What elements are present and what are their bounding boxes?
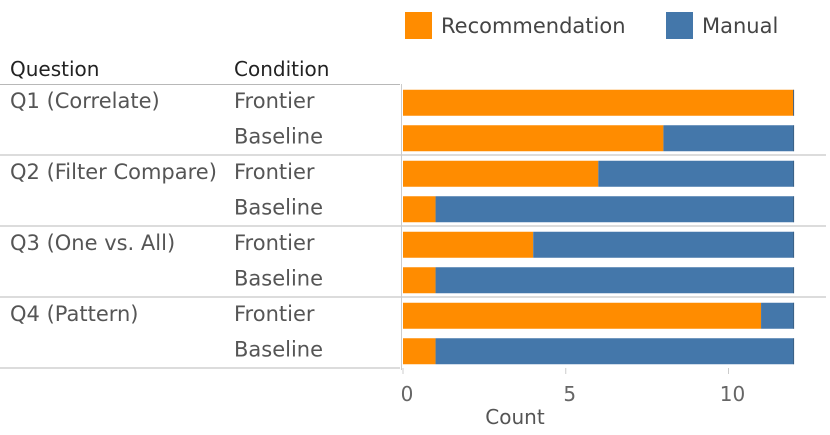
x-axis-label: Count	[485, 405, 545, 429]
x-axis: 0 5 10 Count	[401, 84, 745, 429]
condition-label: Frontier	[234, 231, 315, 255]
header-condition: Condition	[234, 57, 329, 81]
header-question: Question	[10, 57, 99, 81]
bars	[403, 89, 795, 365]
bar-recommendation	[403, 302, 762, 329]
bar-recommendation	[403, 160, 599, 187]
condition-label: Frontier	[234, 89, 315, 113]
legend-label-recommendation: Recommendation	[441, 14, 626, 38]
legend-swatch-recommendation	[405, 12, 432, 39]
legend-swatch-manual	[666, 12, 693, 39]
bar-manual	[435, 338, 794, 365]
question-label: Q3 (One vs. All)	[10, 231, 175, 255]
question-label: Q2 (Filter Compare)	[10, 160, 217, 184]
x-tick-label: 10	[720, 382, 745, 406]
x-tick-label: 0	[401, 382, 414, 406]
condition-label: Frontier	[234, 160, 315, 184]
bar-recommendation	[403, 125, 664, 152]
legend: Recommendation Manual	[405, 12, 778, 39]
bar-recommendation	[403, 231, 534, 258]
condition-label: Baseline	[234, 267, 323, 291]
question-label: Q4 (Pattern)	[10, 302, 139, 326]
legend-label-manual: Manual	[702, 14, 778, 38]
bar-manual	[533, 231, 794, 258]
bar-recommendation	[403, 196, 436, 223]
bar-manual	[435, 196, 794, 223]
bar-manual	[761, 302, 794, 329]
row-headers: Question Condition	[0, 57, 400, 85]
condition-label: Baseline	[234, 196, 323, 220]
condition-label: Baseline	[234, 338, 323, 362]
bar-recommendation	[403, 267, 436, 294]
bar-recommendation	[403, 89, 794, 116]
condition-label: Baseline	[234, 125, 323, 149]
question-label: Q1 (Correlate)	[10, 89, 160, 113]
bar-recommendation	[403, 338, 436, 365]
bar-manual	[598, 160, 794, 187]
bar-manual	[435, 267, 794, 294]
condition-label: Frontier	[234, 302, 315, 326]
x-tick-label: 5	[563, 382, 576, 406]
row-labels: Q1 (Correlate) Q2 (Filter Compare) Q3 (One…	[0, 89, 826, 369]
bar-manual	[663, 125, 794, 152]
